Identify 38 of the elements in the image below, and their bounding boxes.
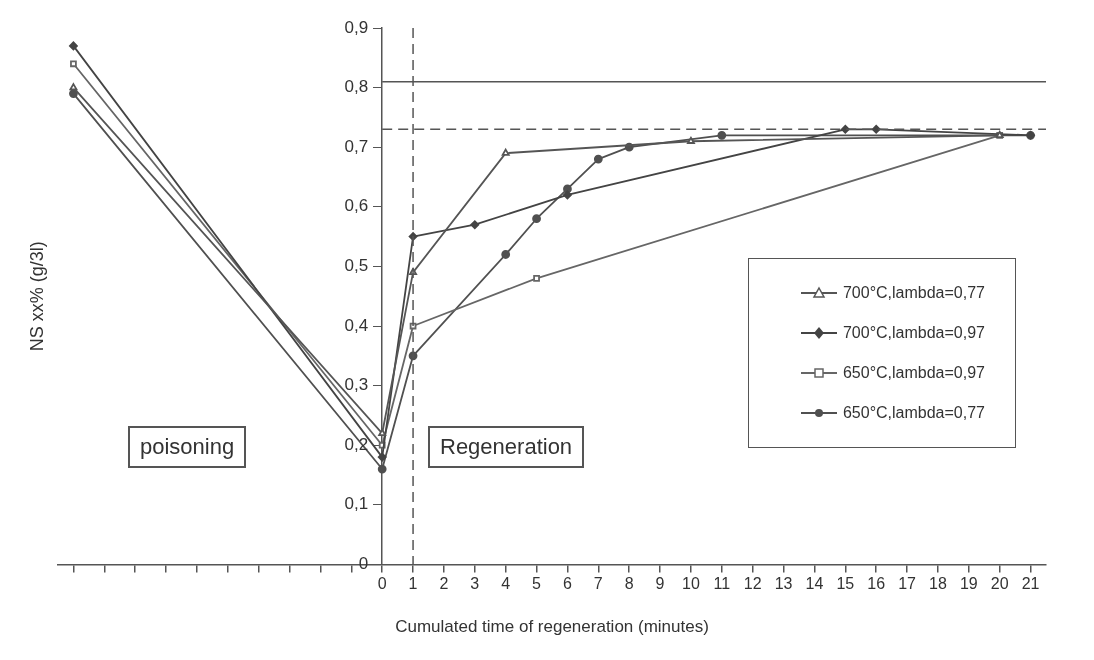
y-tick-label: 0,7 — [344, 136, 369, 156]
y-tick-label: 0,5 — [344, 256, 369, 276]
annotation: poisoning — [128, 426, 247, 468]
x-tick-label: 5 — [532, 575, 542, 593]
x-tick-label: 19 — [959, 575, 978, 593]
x-tick-label: 15 — [836, 575, 855, 593]
y-tick-label: 0,1 — [344, 494, 369, 514]
x-tick-label: 14 — [805, 575, 824, 593]
legend-label: 700°C,lambda=0,77 — [842, 284, 985, 302]
x-tick-label: 6 — [562, 575, 572, 593]
legend-label: 650°C,lambda=0,77 — [842, 404, 985, 422]
y-tick-label: 0,8 — [344, 77, 369, 97]
annotation: Regeneration — [428, 426, 585, 468]
y-tick-label: 0,3 — [344, 375, 369, 395]
x-tick-label: 10 — [682, 575, 700, 593]
x-tick-label: 20 — [990, 575, 1009, 593]
x-tick-label: 16 — [867, 575, 886, 593]
x-tick-label: 3 — [470, 575, 480, 593]
x-tick-label: 4 — [501, 575, 511, 593]
y-tick-label: 0,9 — [344, 17, 369, 37]
x-tick-label: 7 — [593, 575, 603, 593]
legend-label: 650°C,lambda=0,97 — [842, 364, 985, 382]
x-axis-title: Cumulated time of regeneration (minutes) — [395, 617, 709, 637]
x-tick-label: 13 — [774, 575, 793, 593]
x-tick-label: 8 — [624, 575, 634, 593]
y-axis-title: NS xx% (g/3l) — [26, 241, 47, 352]
x-tick-label: 1 — [408, 575, 418, 593]
x-tick-label: 12 — [743, 575, 762, 593]
x-tick-label: 9 — [655, 575, 665, 593]
x-tick-label: 11 — [713, 575, 731, 593]
legend-label: 700°C,lambda=0,97 — [842, 324, 985, 342]
x-tick-label: 18 — [929, 575, 947, 593]
x-tick-label: 21 — [1021, 575, 1040, 593]
y-tick-label: 0,6 — [344, 196, 369, 216]
x-tick-label: 2 — [439, 575, 449, 593]
x-tick-label: 0 — [377, 575, 387, 593]
x-tick-label: 17 — [898, 575, 917, 593]
y-tick-label: 0,4 — [344, 315, 369, 335]
